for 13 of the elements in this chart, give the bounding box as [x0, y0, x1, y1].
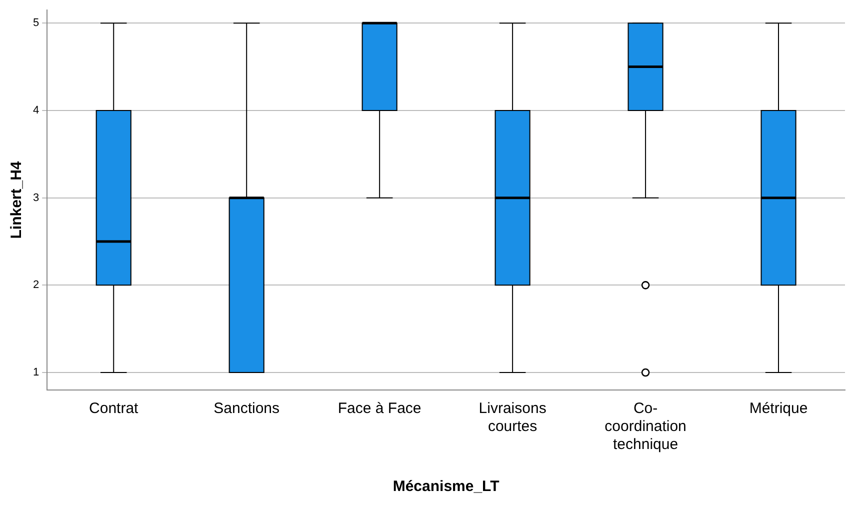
- x-tick-label: Sanctions: [214, 400, 280, 418]
- y-tick-label: 5: [32, 17, 40, 30]
- y-tick-label: 1: [32, 366, 40, 379]
- x-tick-label: Face à Face: [338, 400, 422, 418]
- y-axis-title: Linkert_H4: [8, 160, 26, 239]
- x-tick-label: Co-coordination technique: [604, 400, 686, 454]
- y-tick-label: 2: [32, 279, 40, 292]
- x-tick-label: Contrat: [89, 400, 140, 418]
- x-axis-title: Mécanisme_LT: [392, 478, 500, 496]
- x-tick-label: Métrique: [749, 400, 808, 418]
- y-tick-label: 4: [32, 104, 40, 116]
- x-tick-label: Livraisons courtes: [478, 400, 546, 436]
- y-tick-label: 3: [32, 192, 40, 204]
